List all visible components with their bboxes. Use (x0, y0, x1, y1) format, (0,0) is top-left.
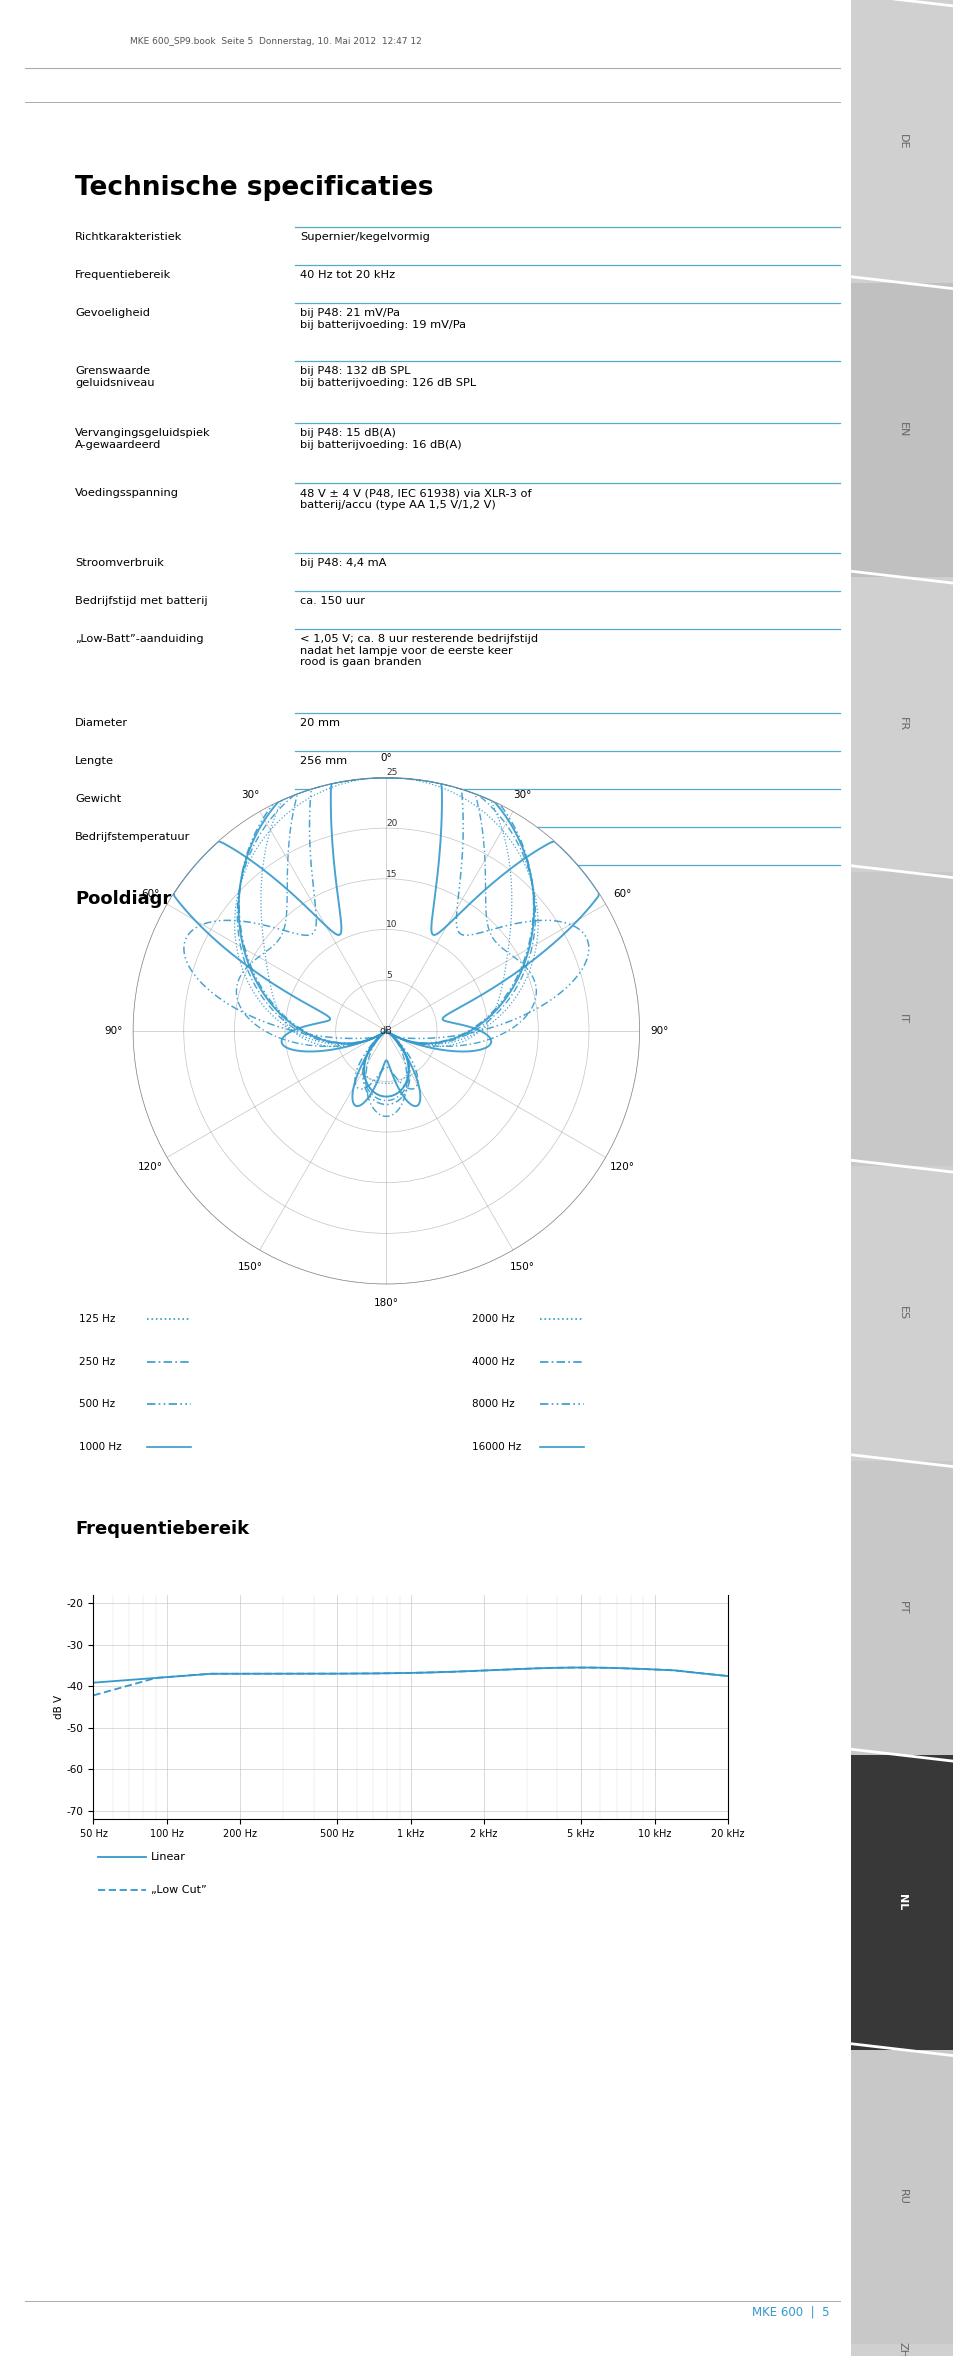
Bar (850, 1166, 953, 1461)
Text: Diameter: Diameter (75, 719, 128, 728)
Text: DE: DE (897, 134, 906, 148)
Bar (850, 2344, 953, 2356)
Text: bij P48: 4,4 mA: bij P48: 4,4 mA (299, 558, 386, 568)
Text: < 1,05 V; ca. 8 uur resterende bedrijfstijd
nadat het lampje voor de eerste keer: < 1,05 V; ca. 8 uur resterende bedrijfst… (299, 634, 537, 667)
Text: 48 V ± 4 V (P48, IEC 61938) via XLR-3 of
batterij/accu (type AA 1,5 V/1,2 V): 48 V ± 4 V (P48, IEC 61938) via XLR-3 of… (299, 488, 531, 509)
Bar (850, 2050, 953, 2344)
Text: dB: dB (379, 1025, 393, 1037)
Text: 4000 Hz: 4000 Hz (472, 1357, 515, 1366)
Text: IT: IT (897, 1013, 906, 1025)
Text: 2000 Hz: 2000 Hz (472, 1315, 515, 1324)
Text: FR: FR (897, 719, 906, 730)
Bar (850, 872, 953, 1166)
Text: Vervangingsgeluidspiek
A-gewaardeerd: Vervangingsgeluidspiek A-gewaardeerd (75, 429, 211, 450)
Text: bij P48: 132 dB SPL
bij batterijvoeding: 126 dB SPL: bij P48: 132 dB SPL bij batterijvoeding:… (299, 365, 476, 389)
Text: Bedrijfstemperatuur: Bedrijfstemperatuur (75, 832, 191, 841)
Text: Lengte: Lengte (75, 756, 113, 766)
Text: Frequentiebereik: Frequentiebereik (75, 271, 172, 280)
Text: 8000 Hz: 8000 Hz (472, 1399, 515, 1409)
Text: ES: ES (897, 1308, 906, 1319)
Text: PT: PT (897, 1602, 906, 1614)
Text: NL: NL (897, 1894, 906, 1911)
Text: 1000 Hz: 1000 Hz (79, 1442, 122, 1451)
Text: 125 Hz: 125 Hz (79, 1315, 115, 1324)
Y-axis label: dB V: dB V (54, 1694, 64, 1720)
Bar (850, 577, 953, 872)
Text: Richtkarakteristiek: Richtkarakteristiek (75, 231, 182, 243)
Text: Linear: Linear (151, 1852, 186, 1861)
Text: Technische specificaties: Technische specificaties (75, 174, 433, 200)
Text: bij P48: 15 dB(A)
bij batterijvoeding: 16 dB(A): bij P48: 15 dB(A) bij batterijvoeding: 1… (299, 429, 461, 450)
Text: Gewicht: Gewicht (75, 794, 121, 803)
Text: 250 Hz: 250 Hz (79, 1357, 115, 1366)
Text: Gevoeligheid: Gevoeligheid (75, 309, 150, 318)
Text: Supernier/kegelvormig: Supernier/kegelvormig (299, 231, 430, 243)
Bar (850, 1755, 953, 2050)
Text: Bedrijfstijd met batterij: Bedrijfstijd met batterij (75, 596, 208, 605)
Bar (850, 283, 953, 577)
Text: Pooldiagram: Pooldiagram (75, 891, 202, 907)
Text: 20 mm: 20 mm (299, 719, 339, 728)
Text: RU: RU (897, 2189, 906, 2205)
Text: MKE 600_SP9.book  Seite 5  Donnerstag, 10. Mai 2012  12:47 12: MKE 600_SP9.book Seite 5 Donnerstag, 10.… (130, 38, 421, 47)
Text: „Low Cut”: „Low Cut” (151, 1885, 206, 1894)
Text: Stroomverbruik: Stroomverbruik (75, 558, 164, 568)
Text: -10 °C tot +60 °C: -10 °C tot +60 °C (299, 832, 399, 841)
Text: Frequentiebereik: Frequentiebereik (75, 1520, 249, 1538)
Text: EN: EN (897, 422, 906, 438)
Text: MKE 600  |  5: MKE 600 | 5 (752, 2304, 829, 2318)
Bar (850, 0, 953, 283)
Text: bij P48: 21 mV/Pa
bij batterijvoeding: 19 mV/Pa: bij P48: 21 mV/Pa bij batterijvoeding: 1… (299, 309, 465, 330)
Text: ZH: ZH (897, 2342, 906, 2356)
Text: 500 Hz: 500 Hz (79, 1399, 115, 1409)
Text: 256 mm: 256 mm (299, 756, 347, 766)
Text: „Low-Batt”-aanduiding: „Low-Batt”-aanduiding (75, 634, 203, 643)
Text: ca. 150 uur: ca. 150 uur (299, 596, 365, 605)
Text: 128 g (zonder batterij): 128 g (zonder batterij) (299, 794, 429, 803)
Bar (850, 1461, 953, 1755)
Text: Voedingsspanning: Voedingsspanning (75, 488, 179, 497)
Text: 16000 Hz: 16000 Hz (472, 1442, 521, 1451)
Text: Grenswaarde
geluidsniveau: Grenswaarde geluidsniveau (75, 365, 154, 389)
Text: 40 Hz tot 20 kHz: 40 Hz tot 20 kHz (299, 271, 395, 280)
